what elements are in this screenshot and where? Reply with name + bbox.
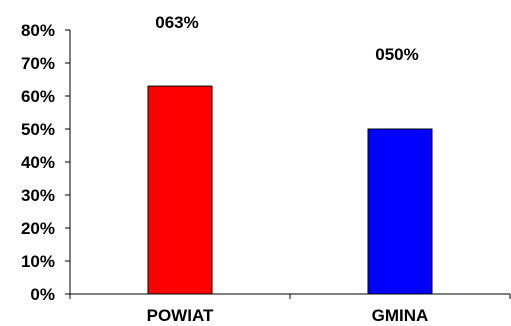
data-label: 063% — [155, 13, 198, 32]
y-tick-label: 40% — [21, 153, 55, 172]
bar-powiat — [147, 85, 213, 295]
x-category-label: GMINA — [372, 306, 429, 325]
bar-gmina — [367, 128, 433, 295]
y-tick-label: 10% — [21, 252, 55, 271]
x-category-label: POWIAT — [147, 306, 214, 325]
data-label: 050% — [375, 45, 418, 64]
y-tick-label: 20% — [21, 219, 55, 238]
y-tick-label: 80% — [21, 21, 55, 40]
y-tick-label: 50% — [21, 120, 55, 139]
y-tick-label: 70% — [21, 54, 55, 73]
y-tick-label: 30% — [21, 186, 55, 205]
y-tick-label: 0% — [30, 285, 55, 304]
y-tick-label: 60% — [21, 87, 55, 106]
